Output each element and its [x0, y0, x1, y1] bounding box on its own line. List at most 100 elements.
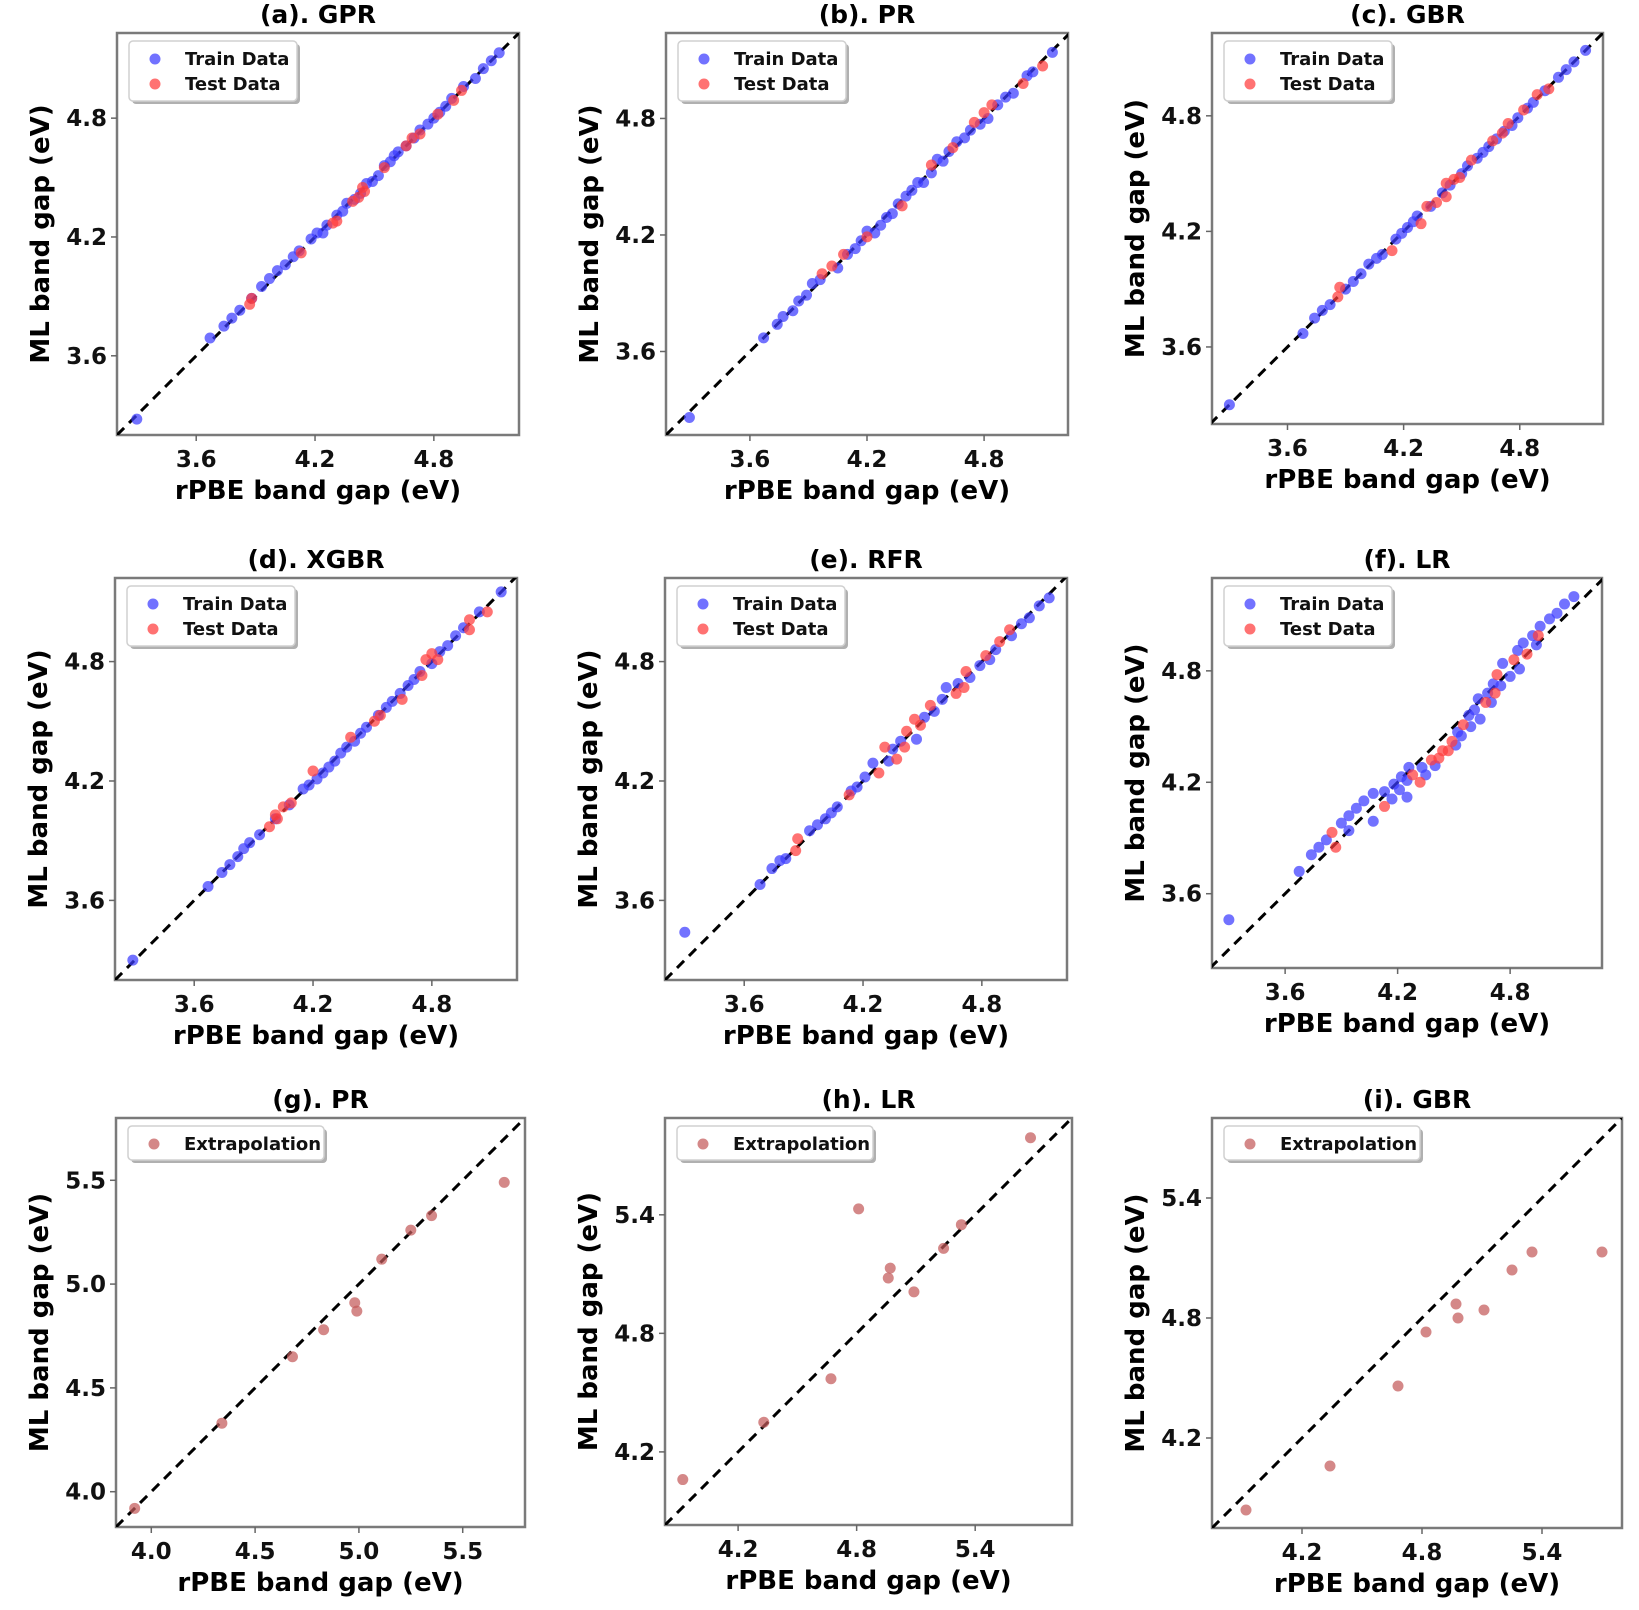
- chart-title: (c). GBR: [1350, 0, 1465, 29]
- data-point: [801, 289, 813, 301]
- y-tick-label: 4.2: [614, 769, 655, 795]
- data-point: [1544, 613, 1555, 625]
- data-point: [416, 670, 428, 682]
- x-tick-label: 4.8: [1490, 980, 1531, 1006]
- data-point: [918, 177, 930, 189]
- data-point: [826, 260, 838, 272]
- x-tick-label: 3.6: [724, 992, 765, 1018]
- data-point: [469, 73, 481, 85]
- chart-title: (g). PR: [272, 1085, 369, 1114]
- data-point: [910, 733, 922, 745]
- legend-label: Train Data: [1280, 594, 1384, 615]
- data-point: [202, 880, 214, 892]
- data-point: [372, 170, 384, 182]
- data-point: [986, 99, 998, 111]
- data-point: [938, 1242, 950, 1254]
- data-point: [754, 878, 766, 890]
- x-tick-label: 5.4: [955, 1537, 996, 1563]
- data-point: [1033, 600, 1045, 612]
- x-tick-label: 4.2: [718, 1537, 759, 1563]
- data-point: [218, 320, 230, 332]
- x-tick-label: 4.8: [964, 447, 1005, 473]
- data-point: [901, 725, 913, 737]
- parity-line: [115, 578, 517, 980]
- data-point: [1551, 607, 1563, 619]
- data-point: [959, 132, 971, 144]
- data-point: [1521, 648, 1533, 660]
- data-point: [216, 1417, 228, 1429]
- y-tick-label: 3.6: [1161, 335, 1202, 361]
- x-axis-label: rPBE band gap (eV): [1264, 465, 1550, 495]
- data-point: [341, 741, 353, 753]
- legend-label: Train Data: [734, 49, 838, 70]
- data-point: [263, 273, 275, 285]
- data-point: [978, 107, 990, 119]
- data-point: [1446, 735, 1458, 747]
- panel-f: (f). LR 3.6 4.2 4.8 3.6 4.2 4.8 rPBE band gap (…: [1121, 545, 1604, 1039]
- data-point: [432, 654, 444, 666]
- legend: Train Data Test Data: [1223, 40, 1395, 104]
- legend-marker: [1244, 623, 1256, 635]
- data-point: [286, 1351, 298, 1363]
- x-tick-label: 4.8: [961, 992, 1002, 1018]
- legend-marker: [1244, 78, 1256, 90]
- data-point: [1324, 1460, 1336, 1472]
- panel-e: (e). RFR 3.6 4.2 4.8 3.6 4.2 4.8 rPBE band gap …: [574, 545, 1069, 1051]
- data-point: [1309, 312, 1321, 324]
- data-point: [1450, 1298, 1462, 1310]
- legend-marker: [149, 78, 161, 90]
- data-point: [498, 1176, 510, 1188]
- data-point: [254, 829, 266, 841]
- y-axis-label: ML band gap (eV): [1121, 643, 1151, 902]
- data-point: [780, 853, 792, 865]
- data-point: [244, 837, 256, 849]
- legend-label: Test Data: [734, 74, 830, 95]
- y-axis-label: ML band gap (eV): [1121, 99, 1151, 358]
- y-tick-label: 3.6: [615, 339, 656, 365]
- data-point: [1335, 817, 1347, 829]
- y-tick-label: 4.2: [1161, 770, 1202, 796]
- legend-marker: [697, 623, 709, 635]
- x-tick-label: 4.2: [295, 447, 336, 473]
- data-point: [1007, 87, 1019, 99]
- x-tick-label: 5.0: [339, 1539, 380, 1565]
- legend-marker: [697, 1138, 709, 1150]
- x-axis-label: rPBE band gap (eV): [724, 476, 1010, 506]
- y-tick-label: 3.6: [66, 344, 107, 370]
- data-point: [359, 185, 371, 197]
- legend-label: Train Data: [185, 49, 289, 70]
- data-point: [899, 741, 911, 753]
- data-point: [463, 624, 475, 636]
- legend: Train Data Test Data: [128, 40, 300, 104]
- data-point: [1474, 713, 1486, 725]
- data-point: [861, 231, 873, 243]
- data-point: [495, 586, 507, 598]
- legend-label: Extrapolation: [1280, 1134, 1417, 1155]
- data-point: [386, 695, 398, 707]
- y-tick-label: 4.8: [1161, 1306, 1202, 1332]
- data-point: [1526, 1246, 1538, 1258]
- legend: Extrapolation: [127, 1125, 327, 1163]
- chart-title: (h). LR: [821, 1085, 915, 1114]
- data-point: [1343, 825, 1355, 837]
- data-point: [960, 666, 972, 678]
- data-point: [1240, 1504, 1252, 1516]
- chart-title: (b). PR: [819, 0, 916, 29]
- x-tick-label: 4.5: [235, 1539, 276, 1565]
- y-tick-label: 3.6: [614, 888, 655, 914]
- data-point: [1478, 1304, 1490, 1316]
- data-point: [831, 801, 843, 813]
- y-tick-label: 4.8: [614, 650, 655, 676]
- data-point: [1363, 258, 1375, 270]
- data-point: [1324, 299, 1336, 311]
- data-point: [256, 280, 268, 292]
- data-point: [758, 332, 770, 344]
- legend-label: Test Data: [733, 619, 829, 640]
- data-point: [1512, 112, 1524, 124]
- y-axis-label: ML band gap (eV): [1121, 1193, 1151, 1452]
- x-tick-label: 4.2: [1377, 980, 1418, 1006]
- data-point: [1223, 399, 1235, 411]
- panel-h: (h). LR 4.2 4.8 5.4 4.2 4.8 5.4 rPBE band gap (…: [574, 1085, 1074, 1596]
- y-tick-label: 5.4: [614, 1203, 655, 1229]
